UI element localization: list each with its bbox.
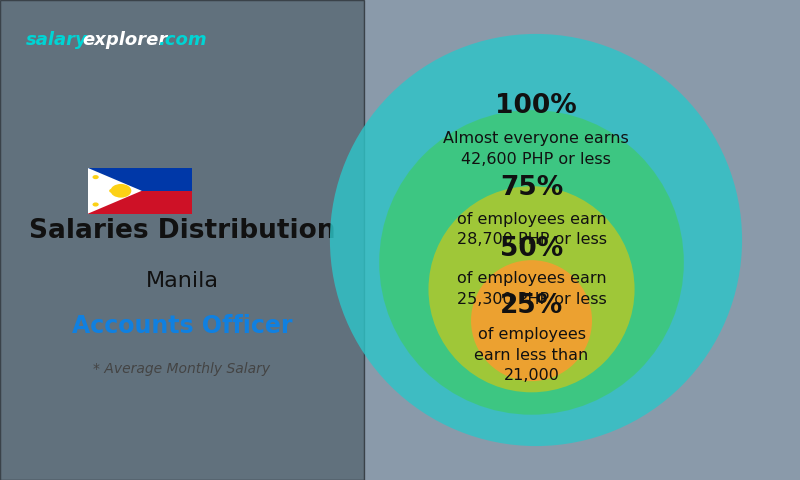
Circle shape	[379, 110, 684, 415]
Circle shape	[330, 34, 742, 446]
Text: Almost everyone earns
42,600 PHP or less: Almost everyone earns 42,600 PHP or less	[443, 132, 629, 167]
Text: 50%: 50%	[500, 236, 563, 262]
Circle shape	[93, 175, 98, 179]
Circle shape	[429, 186, 634, 392]
Circle shape	[93, 203, 98, 206]
FancyBboxPatch shape	[88, 168, 192, 191]
FancyBboxPatch shape	[0, 0, 364, 480]
Text: 100%: 100%	[495, 93, 577, 119]
Text: Manila: Manila	[146, 271, 218, 291]
FancyBboxPatch shape	[88, 168, 192, 214]
Text: .com: .com	[158, 31, 207, 49]
Circle shape	[471, 260, 592, 381]
Text: of employees earn
28,700 PHP or less: of employees earn 28,700 PHP or less	[457, 212, 606, 247]
Text: Salaries Distribution: Salaries Distribution	[29, 218, 335, 244]
Text: 75%: 75%	[500, 176, 563, 202]
Text: of employees
earn less than
21,000: of employees earn less than 21,000	[474, 327, 589, 383]
Text: 25%: 25%	[500, 293, 563, 319]
Text: of employees earn
25,300 PHP or less: of employees earn 25,300 PHP or less	[457, 271, 606, 307]
Circle shape	[110, 184, 131, 198]
Polygon shape	[88, 168, 142, 214]
Text: salary: salary	[26, 31, 87, 49]
Text: * Average Monthly Salary: * Average Monthly Salary	[94, 362, 270, 376]
Text: explorer: explorer	[82, 31, 167, 49]
Text: Accounts Officer: Accounts Officer	[72, 314, 292, 338]
FancyBboxPatch shape	[88, 191, 192, 214]
Circle shape	[109, 189, 115, 193]
